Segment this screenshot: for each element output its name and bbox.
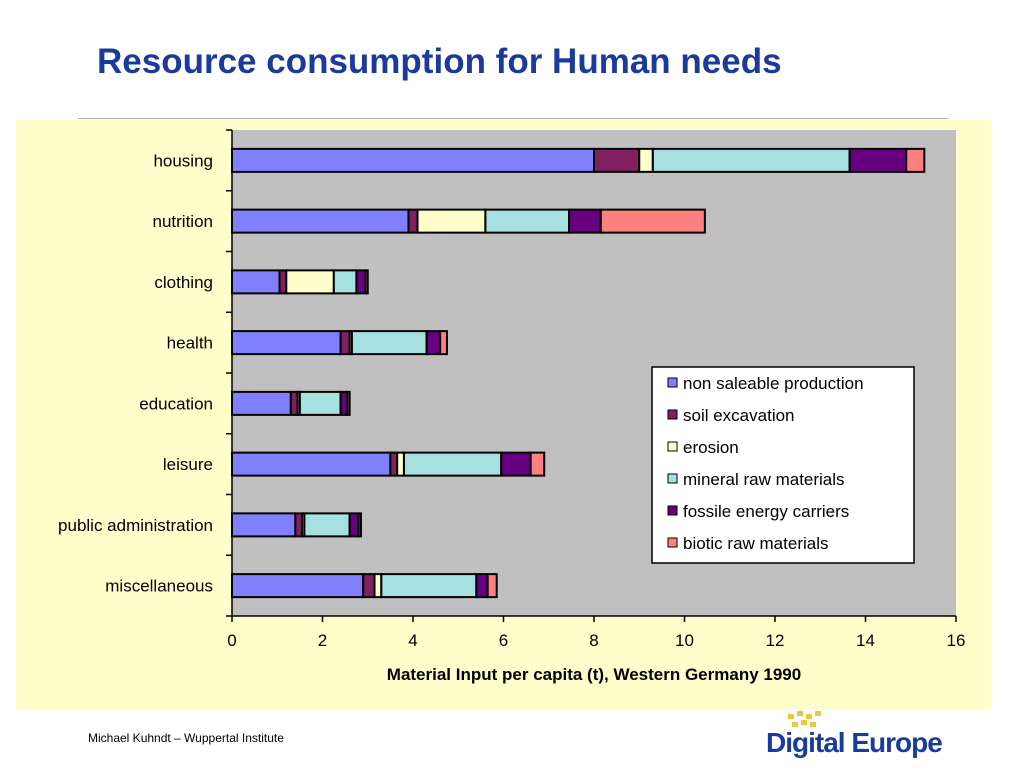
bar-segment-leisure-non-saleable-production <box>231 451 392 477</box>
legend-label-mineral-raw-materials: mineral raw materials <box>683 470 845 489</box>
legend-swatch-soil-excavation <box>667 409 678 420</box>
logo-text: Digital Europe <box>766 727 943 758</box>
bar-segment-education-fossile-energy-carriers <box>339 390 349 416</box>
legend-swatch-biotic-raw-materials <box>667 537 678 548</box>
legend-box <box>651 366 915 564</box>
stacked-bar-chart: housing nutrition clothing health education l… <box>58 129 966 684</box>
bar-segment-education-mineral-raw-materials <box>298 390 342 416</box>
category-label-public-administration: public administration <box>58 516 213 535</box>
bar-segment-health-soil-excavation <box>339 330 351 356</box>
legend-label-soil-excavation: soil excavation <box>683 406 795 425</box>
bar-segment-leisure-erosion <box>396 451 405 477</box>
logo-dots-icon <box>788 711 821 727</box>
bar-segment-housing-fossile-energy-carriers <box>848 147 908 173</box>
digital-europe-logo: Digital Europe <box>766 710 950 762</box>
x-tick-label-4: 4 <box>408 631 417 650</box>
bar-segment-health-non-saleable-production <box>231 330 342 356</box>
category-label-health: health <box>167 334 213 353</box>
category-label-education: education <box>139 394 213 413</box>
bar-segment-miscellaneous-fossile-energy-carriers <box>475 573 489 599</box>
bar-segment-miscellaneous-mineral-raw-materials <box>380 573 478 599</box>
bar-segment-public-administration-non-saleable-production <box>231 512 297 538</box>
x-tick-label-16: 16 <box>947 631 966 650</box>
x-tick-label-14: 14 <box>856 631 875 650</box>
legend-label-erosion: erosion <box>683 438 739 457</box>
bar-segment-leisure-mineral-raw-materials <box>402 451 503 477</box>
bar-segment-housing-mineral-raw-materials <box>651 147 851 173</box>
bar-segment-clothing-erosion <box>285 269 335 295</box>
bar-segment-clothing-fossile-energy-carriers <box>355 269 367 295</box>
bar-segment-housing-soil-excavation <box>593 147 641 173</box>
bar-segment-clothing-biotic-raw-materials <box>364 269 369 295</box>
legend-swatch-erosion <box>667 441 678 452</box>
x-tick-label-0: 0 <box>227 631 236 650</box>
legend-swatch-mineral-raw-materials <box>667 473 678 484</box>
footer-author: Michael Kuhndt – Wuppertal Institute <box>88 731 284 745</box>
bar-segment-nutrition-soil-excavation <box>407 208 419 234</box>
category-label-leisure: leisure <box>163 455 213 474</box>
bar-segment-education-non-saleable-production <box>231 390 292 416</box>
legend-label-fossile-energy-carriers: fossile energy carriers <box>683 502 849 521</box>
bar-segment-public-administration-soil-excavation <box>294 512 304 538</box>
legend-swatch-non-saleable-production <box>667 377 678 388</box>
x-tick-label-6: 6 <box>499 631 508 650</box>
bar-segment-education-soil-excavation <box>289 390 299 416</box>
bar-segment-nutrition-erosion <box>416 208 487 234</box>
x-tick-label-2: 2 <box>318 631 327 650</box>
bar-segment-housing-biotic-raw-materials <box>905 147 926 173</box>
bar-segment-miscellaneous-biotic-raw-materials <box>486 573 498 599</box>
chart-area: housing nutrition clothing health education l… <box>16 120 991 710</box>
x-tick-label-8: 8 <box>589 631 598 650</box>
bar-segment-clothing-soil-excavation <box>278 269 288 295</box>
bar-segment-nutrition-non-saleable-production <box>231 208 410 234</box>
bar-segment-housing-non-saleable-production <box>231 147 595 173</box>
legend-label-non-saleable-production: non saleable production <box>683 374 864 393</box>
slide-title: Resource consumption for Human needs <box>97 42 782 81</box>
bar-segment-public-administration-fossile-energy-carriers <box>348 512 360 538</box>
bar-segment-public-administration-mineral-raw-materials <box>303 512 351 538</box>
bar-segment-clothing-mineral-raw-materials <box>332 269 358 295</box>
bar-segment-nutrition-fossile-energy-carriers <box>568 208 602 234</box>
bar-segment-health-biotic-raw-materials <box>439 330 448 356</box>
bar-segment-leisure-fossile-energy-carriers <box>500 451 532 477</box>
bar-segment-health-fossile-energy-carriers <box>425 330 442 356</box>
bar-segment-housing-erosion <box>638 147 654 173</box>
category-label-nutrition: nutrition <box>153 212 213 231</box>
title-divider <box>78 118 948 119</box>
bar-segment-nutrition-biotic-raw-materials <box>599 208 706 234</box>
legend-swatch-fossile-energy-carriers <box>667 505 678 516</box>
x-tick-label-10: 10 <box>675 631 694 650</box>
bar-segment-miscellaneous-soil-excavation <box>362 573 376 599</box>
category-label-miscellaneous: miscellaneous <box>105 577 213 596</box>
bar-segment-education-biotic-raw-materials <box>346 390 351 416</box>
bar-segment-nutrition-mineral-raw-materials <box>484 208 571 234</box>
bar-segment-clothing-non-saleable-production <box>231 269 281 295</box>
x-axis-title: Material Input per capita (t), Western G… <box>387 665 801 684</box>
legend-label-biotic-raw-materials: biotic raw materials <box>683 534 829 553</box>
bar-segment-leisure-soil-excavation <box>389 451 399 477</box>
bar-segment-miscellaneous-erosion <box>373 573 383 599</box>
bar-segment-leisure-biotic-raw-materials <box>529 451 546 477</box>
bar-segment-miscellaneous-non-saleable-production <box>231 573 365 599</box>
category-label-clothing: clothing <box>154 273 213 292</box>
bar-segment-health-mineral-raw-materials <box>350 330 428 356</box>
category-label-housing: housing <box>153 151 213 170</box>
bar-segment-public-administration-biotic-raw-materials <box>357 512 362 538</box>
x-tick-label-12: 12 <box>766 631 785 650</box>
